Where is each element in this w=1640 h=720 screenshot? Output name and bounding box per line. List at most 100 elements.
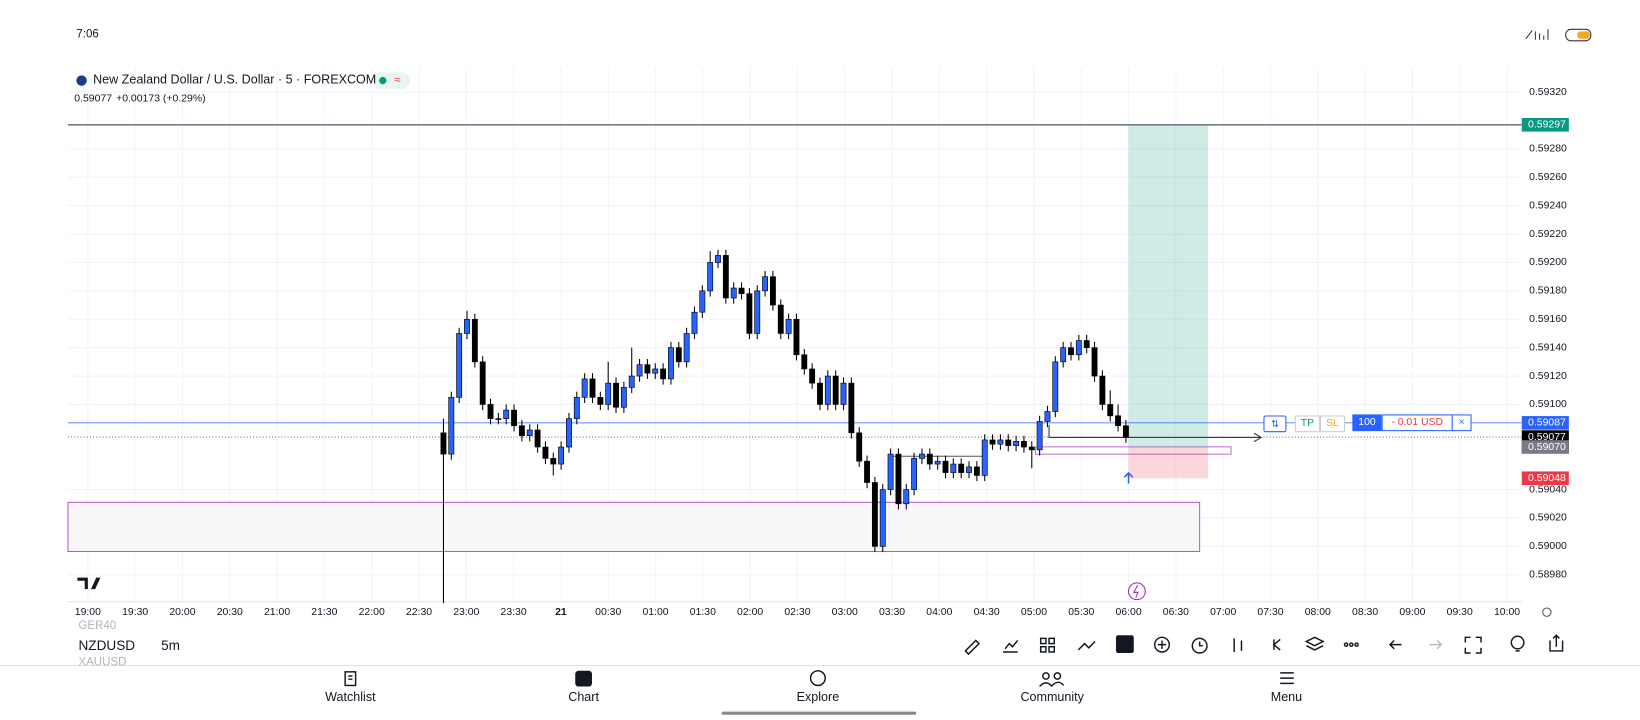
candle-body: [950, 463, 957, 473]
x-tick-label: 03:30: [879, 607, 905, 618]
x-tick-label: 05:00: [1021, 607, 1047, 618]
x-tick-label: 06:30: [1163, 607, 1189, 618]
candle-body: [479, 361, 486, 405]
x-tick-label: 04:00: [926, 607, 952, 618]
candle-body: [456, 333, 463, 398]
x-tick-label: 09:00: [1399, 607, 1425, 618]
y-tick-label: 0.59120: [1529, 371, 1567, 382]
x-tick-label: 22:00: [359, 607, 385, 618]
toolbar-icons: [964, 634, 1564, 656]
tp-button[interactable]: TP: [1294, 415, 1320, 433]
interval[interactable]: 5m: [161, 637, 180, 654]
candle-body: [1021, 441, 1027, 448]
candle-body: [715, 255, 721, 263]
x-tick-label: 23:30: [501, 607, 527, 618]
status-badge: [372, 72, 410, 89]
close-order-button[interactable]: ×: [1451, 414, 1472, 432]
symbol-prev[interactable]: GER40: [78, 619, 117, 633]
order-pnl: - 0.01 USD: [1381, 414, 1453, 432]
x-tick-label: 19:00: [75, 607, 101, 618]
x-tick-label: 20:00: [169, 607, 195, 618]
candle-body: [526, 429, 533, 436]
x-tick-label: 08:00: [1305, 607, 1331, 618]
candle-body: [1013, 441, 1020, 446]
candle-body: [573, 397, 580, 419]
badge-icon: ≈: [394, 75, 400, 87]
candle-body: [464, 318, 470, 334]
candle-body: [864, 460, 870, 483]
nav-item[interactable]: Menu: [1270, 689, 1303, 705]
nav-item[interactable]: Community: [1020, 689, 1084, 705]
alert-bolt: [1132, 584, 1139, 598]
nav-item[interactable]: Watchlist: [325, 689, 376, 705]
x-tick-label: 03:00: [832, 607, 858, 618]
x-tick-label: 20:30: [217, 607, 243, 618]
x-tick-label: 01:00: [642, 607, 668, 618]
candle-body: [1099, 375, 1106, 405]
battery-level: [1577, 31, 1590, 39]
price-label: 0.59087: [1528, 418, 1566, 429]
buy-arrow: [1123, 471, 1134, 484]
candle-body: [589, 378, 596, 398]
signal-icons: [1525, 29, 1549, 40]
order-quantity[interactable]: 100: [1352, 414, 1382, 432]
x-tick-label: 07:30: [1257, 607, 1283, 618]
candle-body: [1107, 404, 1114, 417]
y-tick-label: 0.59240: [1529, 200, 1567, 211]
candle-body: [981, 439, 988, 476]
order-reverse-button[interactable]: ⇅: [1263, 415, 1287, 433]
candle-body: [707, 262, 714, 292]
candle-body: [1091, 347, 1098, 377]
flag-icon: [76, 75, 87, 86]
candle-body: [746, 293, 753, 334]
x-tick-label: 05:30: [1068, 607, 1094, 618]
status-time: 7:06: [76, 28, 99, 41]
y-tick-label: 0.59220: [1529, 229, 1567, 240]
candle-body: [675, 347, 682, 363]
candle-body: [754, 290, 761, 334]
candle-body: [1068, 347, 1074, 356]
candle-body: [636, 364, 643, 377]
candle-body: [919, 453, 925, 459]
candle-body: [1083, 340, 1090, 348]
x-tick-label: 06:00: [1116, 607, 1142, 618]
sl-button[interactable]: SL: [1319, 415, 1346, 433]
candle-body: [793, 318, 800, 356]
candle-body: [683, 333, 690, 363]
candle-body: [801, 354, 808, 370]
candle-body: [534, 429, 541, 448]
candle-body: [958, 463, 965, 473]
y-tick-label: 0.58980: [1529, 570, 1567, 581]
price-label: 0.59077: [1528, 432, 1566, 443]
x-tick-label: 02:00: [737, 607, 763, 618]
candle-body: [691, 311, 698, 334]
candle-body: [1122, 425, 1129, 438]
x-tick-label: 08:30: [1352, 607, 1378, 618]
candle-body: [871, 482, 878, 547]
candle-body: [1044, 411, 1051, 422]
nav-item[interactable]: Chart: [568, 689, 599, 705]
nav-item[interactable]: Explore: [796, 689, 840, 705]
candle-body: [542, 446, 549, 459]
candle-body: [487, 404, 494, 419]
candle-body: [966, 466, 972, 473]
x-tick-label: 04:30: [974, 607, 1000, 618]
price-label: 0.59070: [1528, 442, 1566, 453]
y-tick-label: 0.59140: [1529, 342, 1567, 353]
symbol-title: New Zealand Dollar / U.S. Dollar · 5 · F…: [93, 72, 377, 87]
symbol-next[interactable]: XAUUSD: [78, 656, 127, 669]
candle-body: [887, 453, 894, 490]
x-tick-label: 21:30: [311, 607, 337, 618]
candle-body: [730, 287, 737, 299]
candle-body: [762, 276, 769, 292]
candle-body: [1052, 361, 1059, 412]
candle-body: [973, 466, 980, 476]
candle-body: [613, 382, 619, 408]
candle-body: [848, 382, 855, 434]
candle-body: [448, 397, 455, 455]
candle-body: [817, 382, 823, 405]
candle-body: [550, 458, 557, 465]
symbol-current[interactable]: NZDUSD: [78, 637, 136, 654]
